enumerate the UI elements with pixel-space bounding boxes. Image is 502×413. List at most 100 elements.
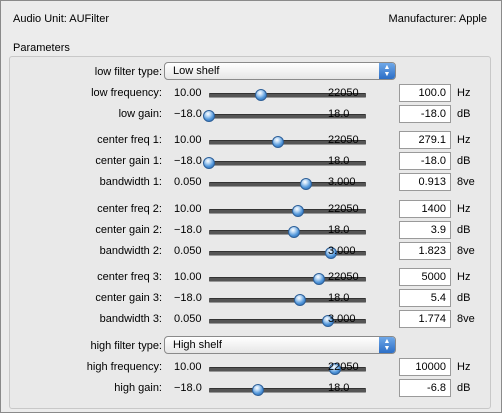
low-frequency-min: 10.00 xyxy=(174,87,202,99)
center-freq-3-slider[interactable] xyxy=(209,273,366,285)
bandwidth-2-slider[interactable] xyxy=(209,247,366,259)
bandwidth-2-slider-knob[interactable] xyxy=(325,247,338,259)
low-gain-slider-knob[interactable] xyxy=(203,110,215,122)
center-gain-2-value-field[interactable]: 3.9 xyxy=(399,221,451,239)
bandwidth-3-unit: 8ve xyxy=(457,313,475,325)
low-gain-value-field[interactable]: -18.0 xyxy=(399,105,451,123)
center-freq-1-value-field[interactable]: 279.1 xyxy=(399,131,451,149)
high-gain-value-field[interactable]: -6.8 xyxy=(399,379,451,397)
bandwidth-1-max: 3.000 xyxy=(328,176,356,188)
param-row-low-gain: low gain: −18.0 18.0 -18.0 dB xyxy=(10,105,490,125)
bandwidth-1-value-field[interactable]: 0.913 xyxy=(399,173,451,191)
center-gain-2-label: center gain 2: xyxy=(95,224,162,236)
param-row-high-gain: high gain: −18.0 18.0 -6.8 dB xyxy=(10,379,490,399)
center-gain-3-unit: dB xyxy=(457,292,471,304)
popup-arrows-icon: ▲ ▼ xyxy=(379,63,395,79)
low-frequency-label: low frequency: xyxy=(91,87,162,99)
high-gain-min: −18.0 xyxy=(174,382,202,394)
center-gain-1-min: −18.0 xyxy=(174,155,202,167)
high-frequency-unit: Hz xyxy=(457,361,471,373)
center-freq-3-unit: Hz xyxy=(457,271,471,283)
low-frequency-slider-knob[interactable] xyxy=(254,89,267,101)
param-row-high-filter-type: high filter type: High shelf ▲ ▼ xyxy=(10,336,490,357)
bandwidth-3-max: 3.000 xyxy=(328,313,356,325)
bandwidth-3-slider-knob[interactable] xyxy=(322,315,335,327)
param-row-center-gain-1: center gain 1: −18.0 18.0 -18.0 dB xyxy=(10,152,490,172)
low-frequency-value-field[interactable]: 100.0 xyxy=(399,84,451,102)
bandwidth-3-value-field[interactable]: 1.774 xyxy=(399,310,451,328)
center-freq-1-max: 22050 xyxy=(328,134,359,146)
bandwidth-3-label: bandwidth 3: xyxy=(99,313,162,325)
high-frequency-value-field[interactable]: 10000 xyxy=(399,358,451,376)
high-frequency-slider-knob[interactable] xyxy=(328,363,341,375)
center-freq-1-slider-knob[interactable] xyxy=(272,136,285,148)
center-freq-2-slider-knob[interactable] xyxy=(292,205,305,217)
center-gain-1-max: 18.0 xyxy=(328,155,350,167)
high-gain-slider[interactable] xyxy=(209,384,366,396)
param-row-center-gain-2: center gain 2: −18.0 18.0 3.9 dB xyxy=(10,221,490,241)
high-gain-max: 18.0 xyxy=(328,382,350,394)
low-frequency-slider[interactable] xyxy=(209,89,366,101)
center-freq-1-unit: Hz xyxy=(457,134,471,146)
param-row-center-freq-3: center freq 3: 10.00 22050 5000 Hz xyxy=(10,268,490,288)
param-row-center-freq-2: center freq 2: 10.00 22050 1400 Hz xyxy=(10,200,490,220)
bandwidth-3-min: 0.050 xyxy=(174,313,202,325)
bandwidth-2-min: 0.050 xyxy=(174,245,202,257)
bandwidth-2-value-field[interactable]: 1.823 xyxy=(399,242,451,260)
param-row-bandwidth-3: bandwidth 3: 0.050 3.000 1.774 8ve xyxy=(10,310,490,330)
bandwidth-2-label: bandwidth 2: xyxy=(99,245,162,257)
parameters-group: low filter type: Low shelf ▲ ▼ low frequency… xyxy=(9,56,491,409)
param-row-center-gain-3: center gain 3: −18.0 18.0 5.4 dB xyxy=(10,289,490,309)
center-gain-2-min: −18.0 xyxy=(174,224,202,236)
param-row-low-frequency: low frequency: 10.00 22050 100.0 Hz xyxy=(10,84,490,104)
bandwidth-1-slider[interactable] xyxy=(209,178,366,190)
center-gain-1-label: center gain 1: xyxy=(95,155,162,167)
bandwidth-1-slider-knob[interactable] xyxy=(300,178,313,190)
high-frequency-slider[interactable] xyxy=(209,363,366,375)
center-gain-3-min: −18.0 xyxy=(174,292,202,304)
center-freq-2-slider[interactable] xyxy=(209,205,366,217)
center-freq-3-min: 10.00 xyxy=(174,271,202,283)
center-freq-1-min: 10.00 xyxy=(174,134,202,146)
low-filter-type-popup-value: Low shelf xyxy=(173,65,220,77)
center-freq-2-max: 22050 xyxy=(328,203,359,215)
high-gain-label: high gain: xyxy=(114,382,162,394)
center-gain-3-slider-knob[interactable] xyxy=(294,294,307,306)
high-frequency-label: high frequency: xyxy=(86,361,162,373)
popup-arrows-icon: ▲ ▼ xyxy=(379,337,395,353)
center-gain-3-label: center gain 3: xyxy=(95,292,162,304)
high-filter-type-popup[interactable]: High shelf ▲ ▼ xyxy=(164,336,396,354)
center-gain-3-slider[interactable] xyxy=(209,294,366,306)
manufacturer-label: Manufacturer: Apple xyxy=(388,13,487,25)
center-gain-1-unit: dB xyxy=(457,155,471,167)
low-filter-type-popup[interactable]: Low shelf ▲ ▼ xyxy=(164,62,396,80)
param-row-bandwidth-2: bandwidth 2: 0.050 3.000 1.823 8ve xyxy=(10,242,490,262)
center-gain-1-slider[interactable] xyxy=(203,157,366,169)
low-frequency-max: 22050 xyxy=(328,87,359,99)
high-gain-unit: dB xyxy=(457,382,471,394)
center-freq-1-slider[interactable] xyxy=(209,136,366,148)
center-freq-3-slider-knob[interactable] xyxy=(312,273,325,285)
high-frequency-max: 22050 xyxy=(328,361,359,373)
low-gain-min: −18.0 xyxy=(174,108,202,120)
center-freq-2-min: 10.00 xyxy=(174,203,202,215)
center-freq-2-unit: Hz xyxy=(457,203,471,215)
param-row-center-freq-1: center freq 1: 10.00 22050 279.1 Hz xyxy=(10,131,490,151)
center-freq-3-value-field[interactable]: 5000 xyxy=(399,268,451,286)
center-gain-3-value-field[interactable]: 5.4 xyxy=(399,289,451,307)
window-title: Audio Unit: AUFilter xyxy=(13,13,109,25)
bandwidth-2-unit: 8ve xyxy=(457,245,475,257)
low-gain-label: low gain: xyxy=(118,108,162,120)
center-gain-1-value-field[interactable]: -18.0 xyxy=(399,152,451,170)
bandwidth-3-slider[interactable] xyxy=(209,315,366,327)
center-freq-2-value-field[interactable]: 1400 xyxy=(399,200,451,218)
center-gain-2-slider[interactable] xyxy=(209,226,366,238)
center-gain-1-slider-knob[interactable] xyxy=(203,157,215,169)
center-freq-3-max: 22050 xyxy=(328,271,359,283)
center-gain-3-max: 18.0 xyxy=(328,292,350,304)
bandwidth-1-unit: 8ve xyxy=(457,176,475,188)
low-gain-slider[interactable] xyxy=(203,110,366,122)
center-gain-2-slider-knob[interactable] xyxy=(287,226,300,238)
high-gain-slider-knob[interactable] xyxy=(251,384,264,396)
